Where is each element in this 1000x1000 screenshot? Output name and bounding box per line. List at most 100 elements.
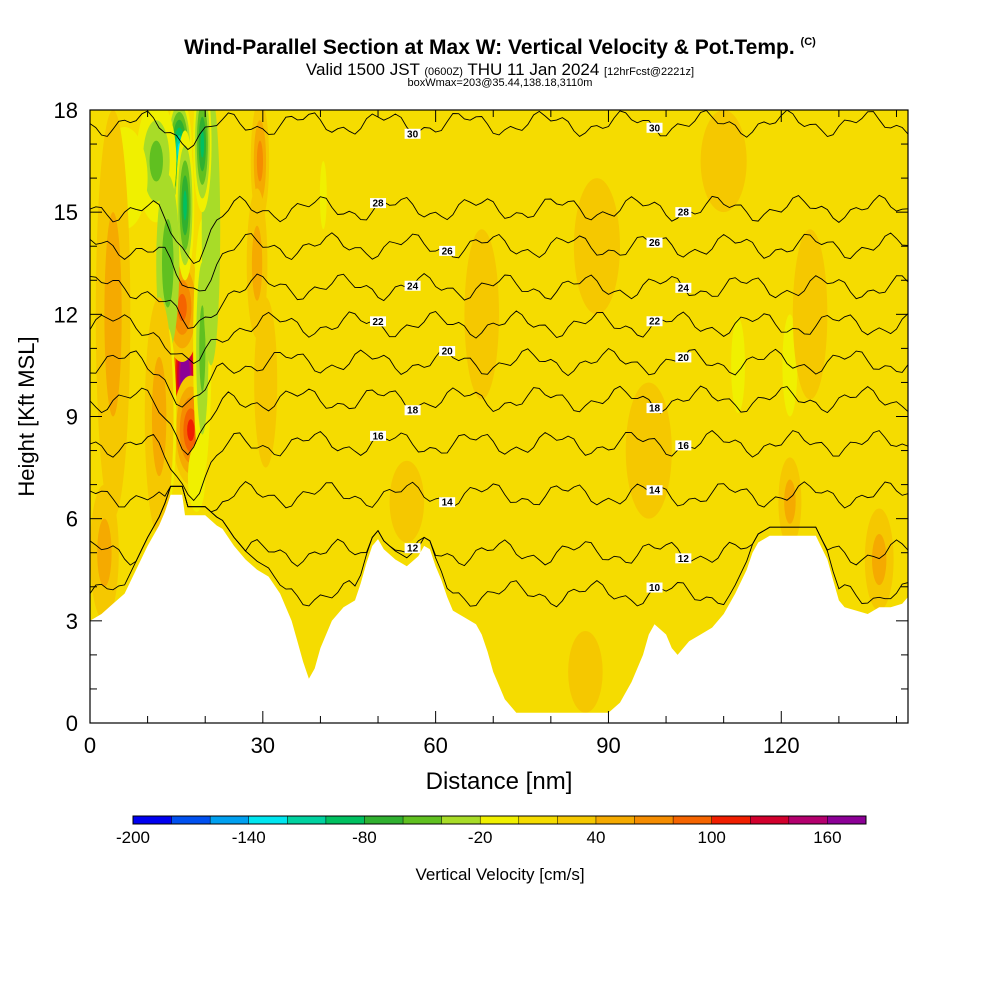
contour-label-bg — [370, 198, 387, 209]
velocity-level — [187, 443, 206, 512]
theta-contour-label: 30 — [646, 122, 663, 134]
axes: 0 30 60 90 120 0 3 6 9 12 15 18 Distance [nm] Height … — [14, 98, 908, 795]
colorbar-swatch — [210, 816, 250, 824]
velocity-level — [256, 140, 264, 182]
vertical-velocity-feature — [144, 297, 174, 536]
x-tick-label: 60 — [423, 733, 447, 758]
velocity-level — [464, 229, 500, 400]
contour-label-bg — [404, 405, 421, 416]
contour-label-text: 20 — [678, 353, 690, 364]
theta-contour-label: 28 — [675, 207, 692, 219]
velocity-level — [199, 305, 206, 392]
contour-label-text: 14 — [442, 498, 454, 509]
velocity-level — [251, 225, 263, 301]
colorbar-swatch — [248, 816, 288, 824]
contour-label-text: 18 — [649, 404, 661, 415]
theta-contours: 1010121214141616181820202222242426262828… — [90, 110, 908, 608]
vertical-velocity-feature — [700, 110, 747, 213]
y-tick-label: 3 — [66, 609, 78, 634]
contour-label-text: 26 — [442, 246, 454, 257]
theta-contour-label: 26 — [439, 245, 456, 257]
contour-label-text: 12 — [678, 554, 690, 565]
contour-label-bg — [675, 440, 692, 451]
valid-date: THU 11 Jan 2024 — [467, 60, 600, 79]
velocity-level — [792, 229, 828, 400]
contour-label-text: 20 — [442, 347, 454, 358]
colorbar-swatch — [634, 816, 674, 824]
theta-contour-label: 10 — [646, 582, 663, 594]
vertical-velocity-feature — [778, 457, 802, 546]
velocity-level — [319, 161, 327, 230]
velocity-level — [104, 212, 122, 417]
contour-label-bg — [370, 316, 387, 327]
contour-label-bg — [439, 245, 456, 256]
contour-label-bg — [675, 207, 692, 218]
contour-label-text: 22 — [649, 317, 661, 328]
velocity-level — [731, 317, 745, 414]
vertical-velocity-feature — [246, 188, 268, 339]
x-tick-label: 30 — [251, 733, 275, 758]
velocity-level — [183, 190, 187, 221]
theta-contour-label: 18 — [404, 405, 421, 417]
contour-label-text: 28 — [372, 199, 384, 210]
theta-contour-16 — [90, 430, 908, 502]
theta-contour-18 — [90, 385, 908, 456]
vertical-velocity-feature — [389, 460, 425, 543]
colorbar-swatch — [827, 816, 867, 824]
theta-contour-label: 14 — [646, 485, 663, 497]
chart-title: Wind-Parallel Section at Max W: Vertical… — [0, 36, 1000, 60]
contour-label-bg — [646, 237, 663, 248]
x-tick-label: 90 — [596, 733, 620, 758]
theta-contour-22 — [90, 310, 908, 365]
velocity-level — [97, 518, 112, 587]
x-axis-label: Distance [nm] — [426, 768, 573, 795]
velocity-level — [389, 460, 425, 543]
contour-label-bg — [439, 346, 456, 357]
contour-label-text: 18 — [407, 406, 419, 417]
theta-contour-label: 24 — [675, 282, 692, 294]
velocity-level — [162, 218, 174, 308]
theta-contour-label: 30 — [404, 128, 421, 140]
colorbar-tick-label: -140 — [232, 828, 266, 847]
velocity-level — [871, 533, 887, 586]
theta-contour-30 — [90, 110, 908, 151]
theta-contour-label: 20 — [675, 352, 692, 364]
theta-contour-label: 28 — [370, 198, 387, 210]
contour-label-bg — [646, 122, 663, 133]
vertical-velocity-feature — [864, 508, 894, 611]
contour-label-text: 24 — [678, 283, 690, 294]
vertical-velocity-feature — [193, 110, 212, 213]
velocity-level — [187, 419, 195, 442]
theta-contour-label: 22 — [370, 316, 387, 328]
contour-label-bg — [675, 282, 692, 293]
forecast-info: [12hrFcst@2221z] — [604, 66, 695, 78]
theta-contour-label: 12 — [675, 553, 692, 565]
colorbar-swatch — [673, 816, 712, 824]
contour-label-bg — [675, 352, 692, 363]
colorbar-swatch — [480, 816, 520, 824]
contour-label-bg — [646, 316, 663, 327]
vertical-velocity-feature — [568, 631, 603, 713]
contour-label-text: 24 — [407, 281, 419, 292]
theta-contour-label: 22 — [646, 316, 663, 328]
theta-contour-label: 12 — [404, 543, 421, 555]
velocity-level — [149, 140, 163, 182]
contour-label-bg — [370, 430, 387, 441]
vertical-velocity-feature — [175, 130, 195, 281]
plot-area: 1010121214141616181820202222242426262828… — [90, 110, 908, 723]
colorbar-tick-label: 100 — [697, 828, 725, 847]
vertical-velocity-feature — [792, 229, 828, 400]
x-tick-label: 0 — [84, 733, 96, 758]
vertical-velocity-feature — [95, 110, 131, 519]
vertical-velocity-feature — [573, 178, 620, 315]
velocity-level — [784, 479, 796, 524]
y-tick-label: 18 — [54, 98, 78, 123]
terrain-mask — [90, 494, 908, 723]
contour-label-bg — [439, 497, 456, 508]
y-tick-label: 15 — [54, 200, 78, 225]
colorbar: -200 -140 -80 -20 40 100 160 Vertical Velocity … — [116, 815, 867, 884]
theta-contour-20 — [90, 347, 908, 408]
copyright-mark: (C) — [800, 36, 816, 48]
contour-label-text: 16 — [372, 431, 384, 442]
velocity-level — [151, 356, 167, 477]
